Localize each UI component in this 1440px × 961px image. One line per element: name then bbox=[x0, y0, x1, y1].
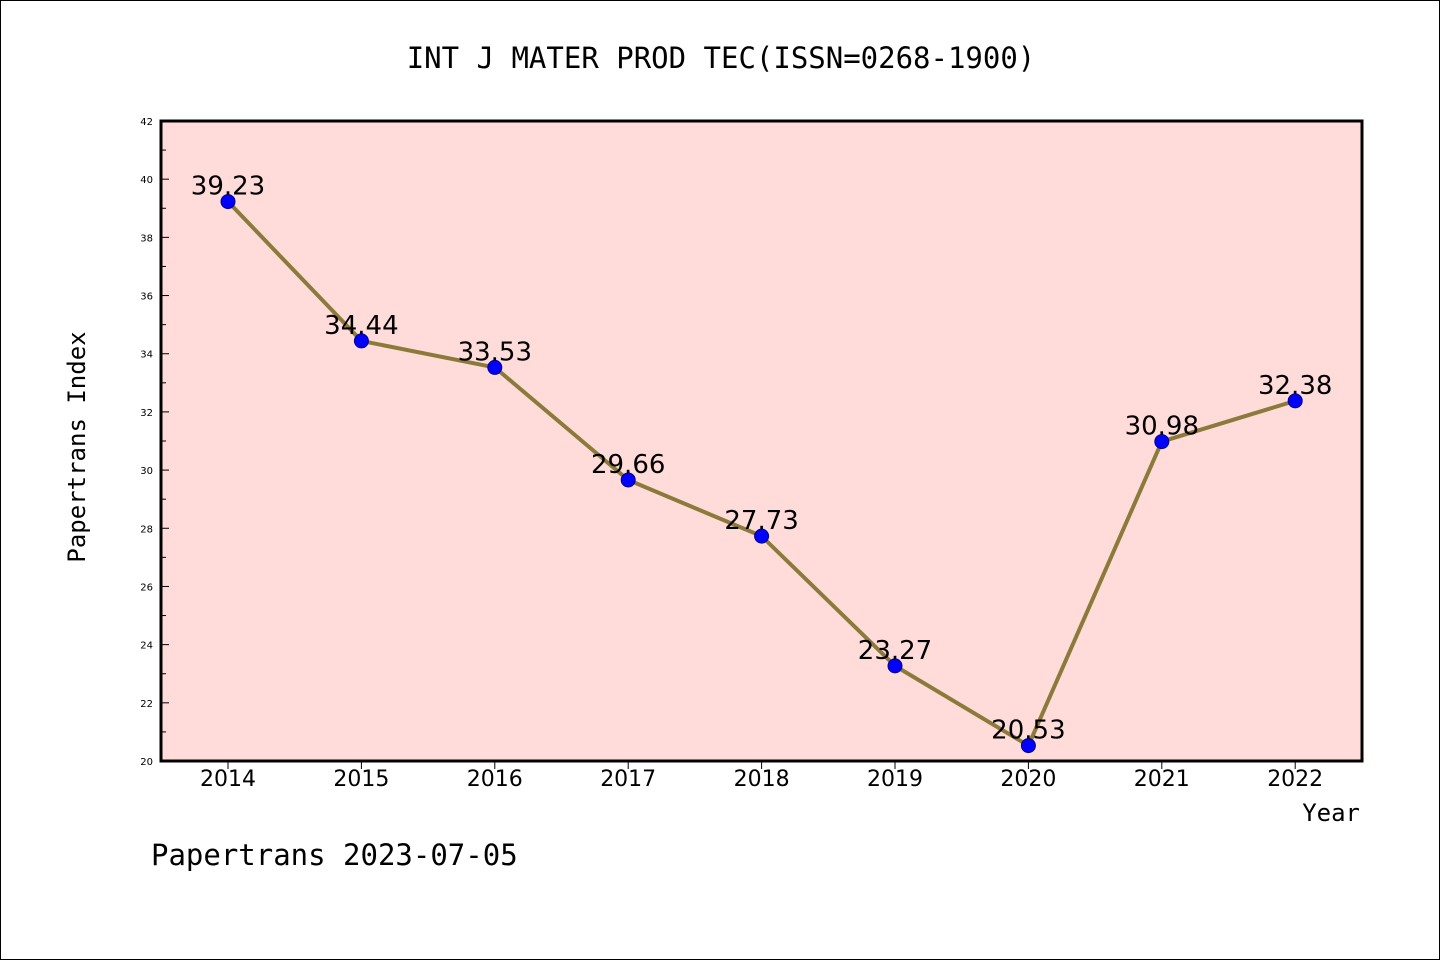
data-point bbox=[887, 658, 903, 674]
y-tick-label: 20 bbox=[140, 757, 153, 768]
x-tick-label: 2014 bbox=[200, 767, 256, 792]
data-label: 39.23 bbox=[191, 172, 265, 202]
data-label: 33.53 bbox=[458, 337, 532, 367]
data-point bbox=[754, 528, 770, 544]
x-tick-label: 2015 bbox=[333, 767, 389, 792]
x-tick-label: 2017 bbox=[600, 767, 656, 792]
data-point bbox=[620, 472, 636, 488]
x-axis-label: Year bbox=[1302, 799, 1360, 827]
y-tick-label: 28 bbox=[140, 524, 153, 535]
data-point bbox=[220, 194, 236, 210]
y-tick-label: 38 bbox=[140, 233, 153, 244]
data-point bbox=[1287, 393, 1303, 409]
x-tick-label: 2019 bbox=[867, 767, 923, 792]
y-axis: 20 22 24 26 28 30 32 34 36 38 40 42 bbox=[140, 117, 169, 768]
data-label: 34.44 bbox=[324, 311, 398, 341]
x-tick-label: 2018 bbox=[734, 767, 790, 792]
x-tick-label: 2021 bbox=[1134, 767, 1190, 792]
data-point bbox=[1020, 738, 1036, 754]
data-points bbox=[220, 194, 1303, 754]
y-tick-label: 34 bbox=[140, 350, 153, 361]
y-tick-label: 30 bbox=[140, 466, 153, 477]
data-label: 32.38 bbox=[1258, 371, 1332, 401]
x-axis: 2014 2015 2016 2017 2018 2019 2020 2021 2022 bbox=[200, 761, 1323, 792]
x-tick-label: 2022 bbox=[1267, 767, 1323, 792]
y-tick-label: 32 bbox=[140, 408, 153, 419]
data-label: 20.53 bbox=[991, 716, 1065, 746]
x-tick-label: 2016 bbox=[467, 767, 523, 792]
data-point bbox=[487, 359, 503, 375]
data-label: 27.73 bbox=[724, 506, 798, 536]
chart-title: INT J MATER PROD TEC(ISSN=0268-1900) bbox=[407, 41, 1036, 75]
y-tick-label: 22 bbox=[140, 699, 153, 710]
data-labels: 39.23 34.44 33.53 29.66 27.73 23.27 20.53 30.98… bbox=[191, 172, 1333, 746]
data-label: 29.66 bbox=[591, 450, 665, 480]
y-tick-label: 24 bbox=[140, 641, 153, 652]
data-label: 30.98 bbox=[1125, 412, 1199, 442]
y-axis-label: Papertrans Index bbox=[63, 331, 91, 562]
data-label: 23.27 bbox=[858, 636, 932, 666]
y-tick-label: 26 bbox=[140, 582, 153, 593]
footer-source: Papertrans 2023-07-05 bbox=[151, 838, 518, 872]
y-tick-label: 40 bbox=[140, 175, 153, 186]
x-tick-label: 2020 bbox=[1000, 767, 1056, 792]
data-point bbox=[353, 333, 369, 349]
y-tick-label: 36 bbox=[140, 292, 153, 303]
y-tick-label: 42 bbox=[140, 117, 153, 128]
data-point bbox=[1154, 434, 1170, 450]
